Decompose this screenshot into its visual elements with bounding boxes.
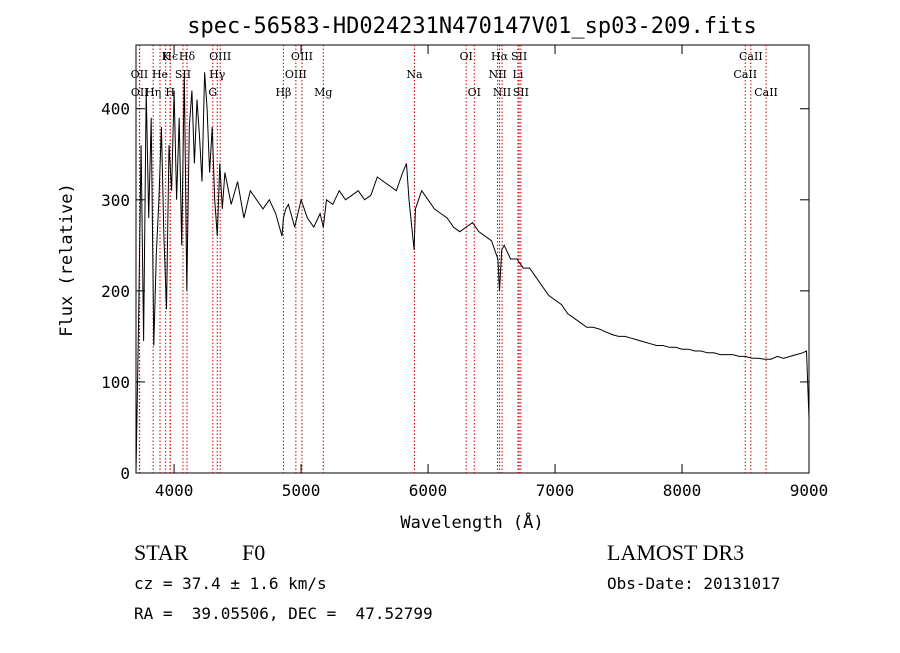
line-marker-label-12: Hγ (209, 68, 226, 81)
x-tick-label-3: 7000 (536, 481, 575, 500)
line-marker-label-6: Hα (491, 50, 509, 63)
line-marker-label-7: SII (511, 50, 527, 63)
line-marker-label-1: K (162, 50, 171, 63)
line-marker-label-19: Hη (145, 86, 161, 99)
plot-frame (135, 44, 810, 474)
line-marker-label-11: SII (175, 68, 191, 81)
line-marker-label-3: OIII (209, 50, 231, 63)
line-marker-label-22: Hβ (275, 86, 291, 99)
coordinates: RA = 39.05506, DEC = 47.52799 (134, 604, 433, 623)
line-marker-label-9: OII (131, 68, 149, 81)
line-marker-label-24: OI (468, 86, 481, 99)
line-marker-label-23: Mg (314, 86, 332, 99)
line-marker-label-5: OI (459, 50, 472, 63)
y-tick-label-0: 0 (120, 464, 130, 483)
survey-label: LAMOST DR3 (607, 540, 745, 565)
line-marker-label-27: CaII (754, 86, 778, 99)
y-tick-label-1: 100 (101, 373, 130, 392)
line-marker-label-16: Li (513, 68, 524, 81)
spectral-subclass: F0 (242, 540, 266, 565)
y-axis-label: Flux (relative) (57, 183, 77, 337)
x-axis: 4000 5000 6000 7000 8000 9000 (155, 45, 828, 500)
object-type: STAR (134, 540, 189, 565)
line-marker-label-10: He (152, 68, 168, 81)
x-tick-label-0: 4000 (155, 481, 194, 500)
line-marker-label-15: NII (488, 68, 506, 81)
line-marker-label-25: NII (493, 86, 511, 99)
x-tick-label-4: 8000 (663, 481, 702, 500)
line-marker-label-8: CaII (739, 50, 763, 63)
y-axis: 0 100 200 300 400 (101, 100, 809, 483)
chart-title: spec-56583-HD024231N470147V01_sp03-209.f… (187, 14, 757, 39)
x-axis-label: Wavelength (Å) (400, 511, 543, 533)
line-marker-label-26: SII (513, 86, 529, 99)
y-tick-label-2: 200 (101, 282, 130, 301)
line-marker-label-21: G (208, 86, 217, 99)
x-tick-label-2: 6000 (409, 481, 448, 500)
y-tick-label-4: 400 (101, 100, 130, 119)
line-marker-label-18: OII (131, 86, 149, 99)
line-marker-label-20: H (165, 86, 175, 99)
observation-date: Obs-Date: 20131017 (607, 574, 781, 593)
line-marker-label-17: CaII (733, 68, 757, 81)
line-marker-label-4: OIII (291, 50, 313, 63)
x-tick-label-1: 5000 (282, 481, 321, 500)
line-marker-label-14: Na (406, 68, 423, 81)
line-markers (138, 45, 767, 473)
redshift-cz: cz = 37.4 ± 1.6 km/s (134, 574, 327, 593)
y-tick-label-3: 300 (101, 191, 130, 210)
spectrum-series-line (135, 72, 810, 474)
x-tick-label-5: 9000 (790, 481, 829, 500)
line-marker-label-13: OIII (285, 68, 307, 81)
line-marker-label-2: Hδ (179, 50, 196, 63)
